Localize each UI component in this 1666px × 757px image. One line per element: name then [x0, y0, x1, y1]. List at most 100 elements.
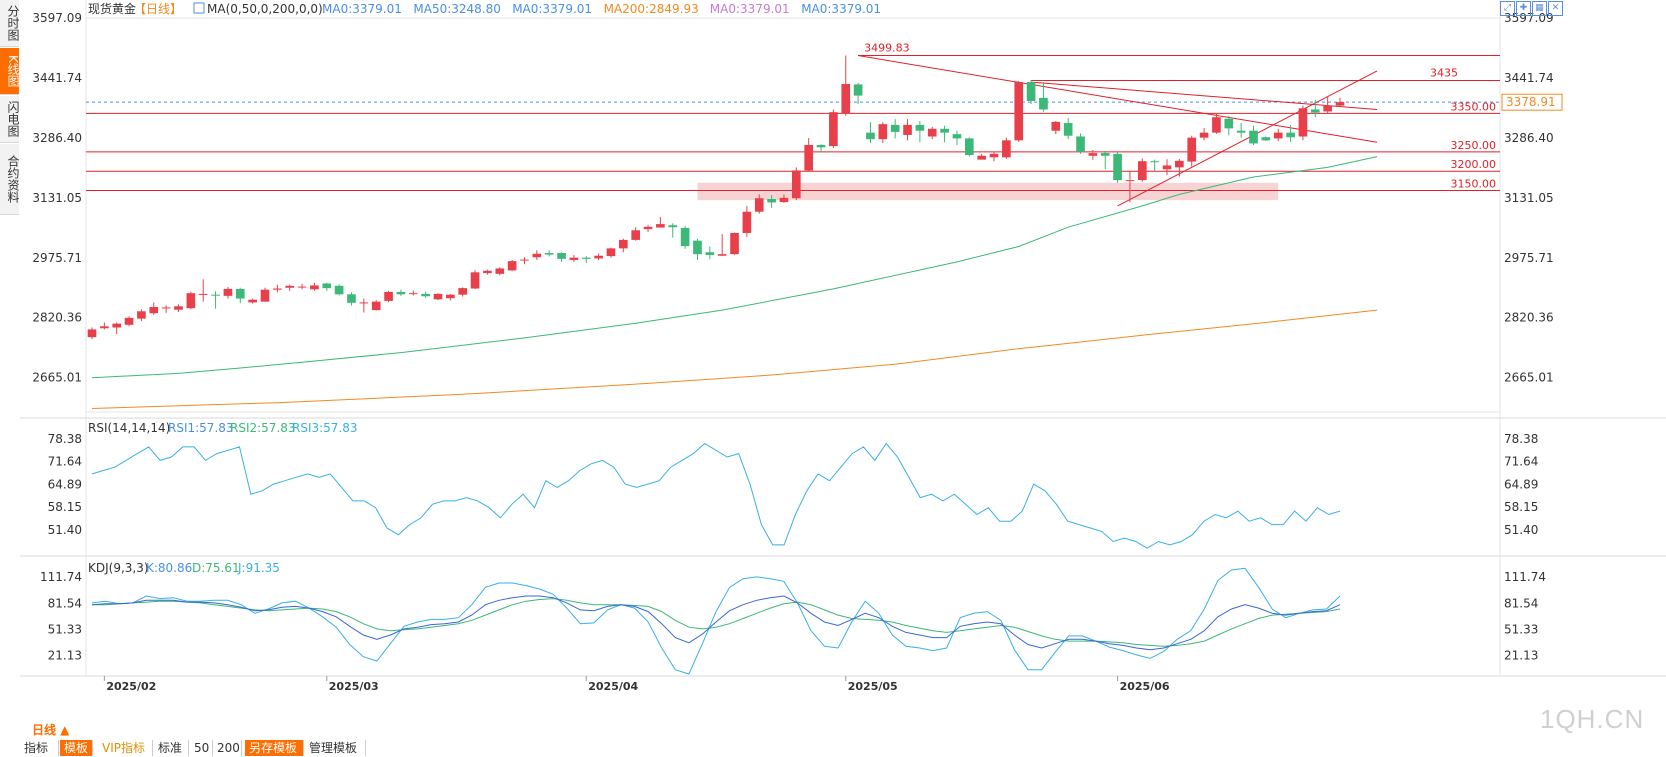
- ma50-line: [91, 156, 1378, 379]
- candle-body: [433, 293, 443, 300]
- expand-icon[interactable]: ⤢: [1500, 1, 1515, 16]
- side-tab-timeshare[interactable]: 分时图: [0, 0, 20, 47]
- tab-indicators[interactable]: 指标: [20, 740, 59, 756]
- candle-body: [1088, 153, 1098, 156]
- candle-body: [643, 226, 653, 230]
- crosshair-icon[interactable]: ✚: [1516, 1, 1531, 16]
- x-tick-label: 2025/04: [588, 680, 638, 693]
- ma-value: MA0:3379.01: [801, 2, 881, 16]
- tab-vip-indicators[interactable]: VIP指标: [98, 740, 153, 756]
- kdj-tick-label-right: 51.33: [1504, 623, 1538, 637]
- rsi-tick-label-left: 64.89: [48, 477, 82, 491]
- current-price-label: 3378.91: [1506, 95, 1556, 109]
- candle-body: [1100, 153, 1110, 156]
- candle-body: [1224, 118, 1234, 129]
- candle-body: [124, 317, 134, 325]
- tab-standard[interactable]: 标准: [154, 740, 189, 756]
- candle-body: [112, 323, 122, 328]
- candle-body: [544, 253, 554, 255]
- candle-body: [310, 285, 319, 290]
- candle-body: [804, 144, 813, 171]
- tab-ma200[interactable]: 200: [213, 740, 242, 756]
- trendline: [1117, 70, 1378, 207]
- rsi-tick-label-left: 58.15: [48, 500, 82, 514]
- x-tick-label: 2025/05: [848, 680, 898, 693]
- candle-body: [767, 199, 776, 203]
- candle-body: [458, 288, 468, 295]
- close-icon[interactable]: ✕: [1548, 1, 1563, 16]
- candle-body: [1310, 109, 1320, 113]
- kdj-tick-label-left: 51.33: [48, 623, 82, 637]
- side-tab-contract-info[interactable]: 合约资料: [0, 144, 20, 215]
- candle-body: [940, 128, 949, 133]
- candle-body: [1212, 117, 1221, 133]
- candle-body: [1187, 137, 1197, 162]
- candle-body: [1323, 105, 1332, 112]
- candle-body: [557, 253, 566, 259]
- grid-icon[interactable]: ▦: [1532, 1, 1547, 16]
- period-selector[interactable]: 日线 ▲: [32, 723, 70, 737]
- candle-body: [223, 288, 233, 296]
- tab-manage-template[interactable]: 管理模板: [305, 740, 366, 756]
- tab-ma50[interactable]: 50: [190, 740, 213, 756]
- candle-body: [717, 254, 727, 256]
- price-tick-label-right: 2820.36: [1504, 311, 1554, 325]
- kdj-value: K:80.86: [146, 561, 192, 575]
- candle-body: [421, 293, 430, 297]
- price-tick-label-left: 2975.71: [32, 251, 82, 265]
- period-label: 【日线】: [134, 2, 182, 16]
- candle-body: [408, 293, 418, 295]
- candle-body: [495, 268, 505, 274]
- candle-body: [989, 153, 999, 158]
- rsi-tick-label-right: 51.40: [1504, 523, 1538, 537]
- price-tick-label-left: 2665.01: [32, 371, 82, 385]
- kdj-d-line: [92, 598, 1341, 647]
- main-panel-frame: [85, 17, 1501, 413]
- candle-body: [878, 124, 888, 140]
- candle-body: [371, 301, 381, 311]
- side-tab-flash[interactable]: 闪电图: [0, 96, 20, 143]
- candle-body: [161, 307, 171, 309]
- ma-value: MA0:3379.01: [710, 2, 790, 16]
- candle-body: [841, 84, 851, 114]
- candle-body: [619, 239, 628, 249]
- price-tick-label-left: 3286.40: [32, 131, 82, 145]
- candle-body: [322, 283, 332, 289]
- candle-body: [1162, 165, 1172, 170]
- support-zone: [697, 182, 1279, 201]
- trendline: [1031, 81, 1378, 110]
- candle-body: [248, 299, 257, 303]
- price-tick-label-left: 3441.74: [32, 71, 82, 85]
- candle-body: [1298, 108, 1308, 137]
- candle-body: [1076, 136, 1085, 152]
- candle-body: [1002, 140, 1011, 158]
- candle-body: [853, 84, 863, 96]
- candle-body: [631, 230, 641, 240]
- candle-body: [211, 294, 220, 296]
- tab-save-template[interactable]: 另存模板: [245, 740, 304, 756]
- candle-body: [100, 326, 109, 329]
- rsi-value: RSI3:57.83: [292, 421, 358, 435]
- candle-body: [1273, 132, 1283, 139]
- side-tab-kline[interactable]: K线图: [0, 48, 20, 95]
- ma-value: MA0:3379.01: [512, 2, 592, 16]
- x-tick-label: 2025/06: [1120, 680, 1170, 693]
- candle-body: [384, 291, 393, 301]
- tab-template[interactable]: 模板: [60, 740, 93, 756]
- candle-body: [174, 306, 183, 310]
- ma-params-label: MA(0,50,0,200,0,0): [207, 2, 323, 16]
- kdj-tick-label-left: 21.13: [48, 649, 82, 663]
- candle-body: [927, 128, 937, 137]
- price-tick-label-right: 2975.71: [1504, 251, 1554, 265]
- candle-body: [260, 289, 270, 302]
- candle-body: [186, 293, 196, 309]
- level-label-3435: 3435: [1430, 67, 1458, 80]
- candle-body: [952, 134, 962, 139]
- kdj-tick-label-right: 81.54: [1504, 596, 1538, 610]
- high-label: 3499.83: [864, 42, 910, 55]
- candle-body: [470, 272, 480, 289]
- kdj-value: D:75.61: [192, 561, 240, 575]
- candle-body: [705, 252, 715, 255]
- candle-body: [1286, 132, 1295, 138]
